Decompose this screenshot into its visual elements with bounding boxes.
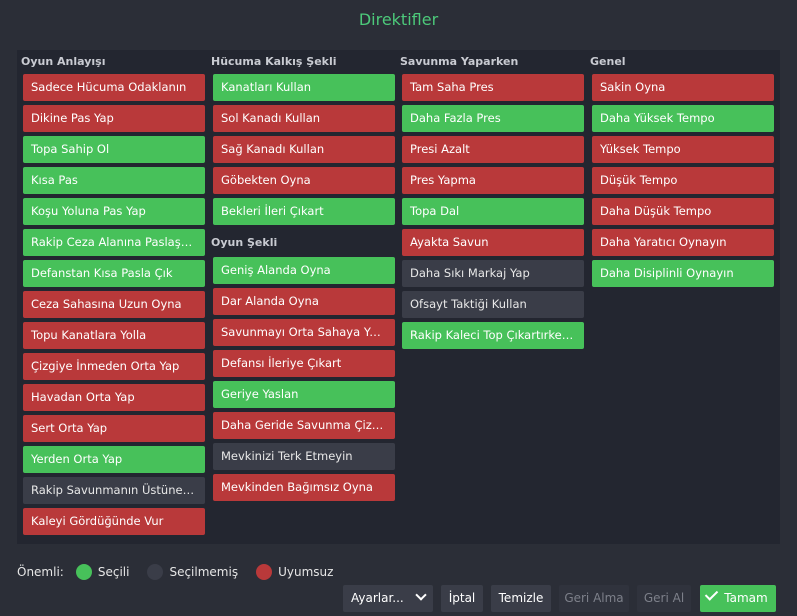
- instruction-item[interactable]: Sağ Kanadı Kullan: [213, 136, 395, 163]
- column-subheader: Oyun Şekli: [211, 236, 278, 249]
- ok-label: Tamam: [724, 591, 768, 605]
- instruction-item[interactable]: Yüksek Tempo: [592, 136, 774, 163]
- instruction-item[interactable]: Rakip Kaleci Top Çıkartırken Baskı Yap: [402, 322, 584, 349]
- column-mentality: Oyun Anlayışı Sadece Hücuma Odaklanın Dik…: [17, 50, 205, 539]
- legend: Önemli: Seçili Seçilmemiş Uyumsuz: [17, 560, 351, 584]
- instruction-item[interactable]: Kanatları Kullan: [213, 74, 395, 101]
- legend-entry-selected: Seçili: [75, 564, 130, 580]
- instruction-item[interactable]: Göbekten Oyna: [213, 167, 395, 194]
- instruction-item[interactable]: Mevkinden Bağımsız Oyna: [213, 474, 395, 501]
- unselected-dot-icon: [147, 564, 164, 580]
- instruction-item[interactable]: Daha Yaratıcı Oynayın: [592, 229, 774, 256]
- instruction-item[interactable]: Ceza Sahasına Uzun Oyna: [23, 291, 205, 318]
- instruction-item[interactable]: Koşu Yoluna Pas Yap: [23, 198, 205, 225]
- instruction-item[interactable]: Rakip Savunmanın Üstüne Git: [23, 477, 205, 504]
- selected-dot-icon: [75, 564, 92, 580]
- legend-entry-unselected: Seçilmemiş: [147, 564, 238, 580]
- instruction-list: Geniş Alanda Oyna Dar Alanda Oyna Savunmay…: [207, 257, 395, 501]
- instruction-list: Sakin Oyna Daha Yüksek Tempo Yüksek Tempo D…: [586, 74, 774, 287]
- instruction-item[interactable]: Sert Orta Yap: [23, 415, 205, 442]
- instruction-item[interactable]: Bekleri İleri Çıkart: [213, 198, 395, 225]
- legend-entry-label: Seçili: [97, 565, 130, 579]
- instruction-item[interactable]: Çizgiye İnmeden Orta Yap: [23, 353, 205, 380]
- legend-label: Önemli:: [17, 565, 64, 579]
- instruction-item[interactable]: Daha Düşük Tempo: [592, 198, 774, 225]
- instruction-item[interactable]: Daha Geride Savunma Çizgisi: [213, 412, 395, 439]
- instruction-item[interactable]: Dikine Pas Yap: [23, 105, 205, 132]
- column-header: Genel: [590, 55, 626, 68]
- instruction-item[interactable]: Pres Yapma: [402, 167, 584, 194]
- presets-label: Ayarlar...: [351, 591, 404, 605]
- checkmark-icon: [705, 587, 719, 601]
- redo-button[interactable]: Geri Al: [637, 585, 691, 612]
- column-header: Hücuma Kalkış Şekli: [211, 55, 337, 68]
- undo-button[interactable]: Geri Alma: [559, 585, 629, 612]
- instruction-item[interactable]: Topa Dal: [402, 198, 584, 225]
- column-attack-style: Hücuma Kalkış Şekli Kanatları Kullan Sol …: [207, 50, 395, 505]
- instruction-item[interactable]: Yerden Orta Yap: [23, 446, 205, 473]
- instruction-item[interactable]: Daha Sıkı Markaj Yap: [402, 260, 584, 287]
- legend-entry-label: Seçilmemiş: [169, 565, 239, 579]
- instruction-item[interactable]: Dar Alanda Oyna: [213, 288, 395, 315]
- instruction-item[interactable]: Daha Yüksek Tempo: [592, 105, 774, 132]
- column-header: Savunma Yaparken: [400, 55, 519, 68]
- legend-entry-label: Uyumsuz: [278, 565, 334, 579]
- instruction-item[interactable]: Tam Saha Pres: [402, 74, 584, 101]
- instruction-item[interactable]: Mevkinizi Terk Etmeyin: [213, 443, 395, 470]
- instruction-item[interactable]: Ofsayt Taktiği Kullan: [402, 291, 584, 318]
- instructions-panel: Oyun Anlayışı Sadece Hücuma Odaklanın Dik…: [17, 50, 780, 544]
- instruction-item[interactable]: Kısa Pas: [23, 167, 205, 194]
- instruction-item[interactable]: Presi Azalt: [402, 136, 584, 163]
- column-header: Oyun Anlayışı: [21, 55, 106, 68]
- window-title: Direktifler: [358, 10, 439, 29]
- instruction-item[interactable]: Daha Fazla Pres: [402, 105, 584, 132]
- incompatible-dot-icon: [256, 564, 273, 580]
- cancel-button[interactable]: İptal: [441, 585, 483, 612]
- ok-button[interactable]: Tamam: [700, 585, 776, 612]
- instruction-item[interactable]: Ayakta Savun: [402, 229, 584, 256]
- instruction-item[interactable]: Topu Kanatlara Yolla: [23, 322, 205, 349]
- instruction-item[interactable]: Savunmayı Orta Sahaya Yakın Kur: [213, 319, 395, 346]
- clear-button[interactable]: Temizle: [491, 585, 551, 612]
- column-general: Genel Sakin Oyna Daha Yüksek Tempo Yüksek …: [586, 50, 774, 291]
- instruction-item[interactable]: Havadan Orta Yap: [23, 384, 205, 411]
- instruction-item[interactable]: Geniş Alanda Oyna: [213, 257, 395, 284]
- legend-entry-incompatible: Uyumsuz: [256, 564, 333, 580]
- instruction-list: Sadece Hücuma Odaklanın Dikine Pas Yap Top…: [17, 74, 205, 535]
- instruction-item[interactable]: Sakin Oyna: [592, 74, 774, 101]
- instruction-list: Tam Saha Pres Daha Fazla Pres Presi Azalt P…: [396, 74, 584, 349]
- instruction-item[interactable]: Topa Sahip Ol: [23, 136, 205, 163]
- column-defending: Savunma Yaparken Tam Saha Pres Daha Fazla…: [396, 50, 584, 353]
- instruction-item[interactable]: Daha Disiplinli Oynayın: [592, 260, 774, 287]
- instruction-item[interactable]: Rakip Ceza Alanına Paslaşarak Gir: [23, 229, 205, 256]
- instruction-item[interactable]: Kaleyi Gördüğünde Vur: [23, 508, 205, 535]
- presets-dropdown[interactable]: Ayarlar...: [343, 585, 433, 612]
- instruction-item[interactable]: Geriye Yaslan: [213, 381, 395, 408]
- instruction-item[interactable]: Defansı İleriye Çıkart: [213, 350, 395, 377]
- instruction-list: Kanatları Kullan Sol Kanadı Kullan Sağ Kan…: [207, 74, 395, 225]
- instruction-item[interactable]: Düşük Tempo: [592, 167, 774, 194]
- chevron-down-icon: [415, 589, 427, 601]
- instruction-item[interactable]: Sol Kanadı Kullan: [213, 105, 395, 132]
- instruction-item[interactable]: Sadece Hücuma Odaklanın: [23, 74, 205, 101]
- instruction-item[interactable]: Defanstan Kısa Pasla Çık: [23, 260, 205, 287]
